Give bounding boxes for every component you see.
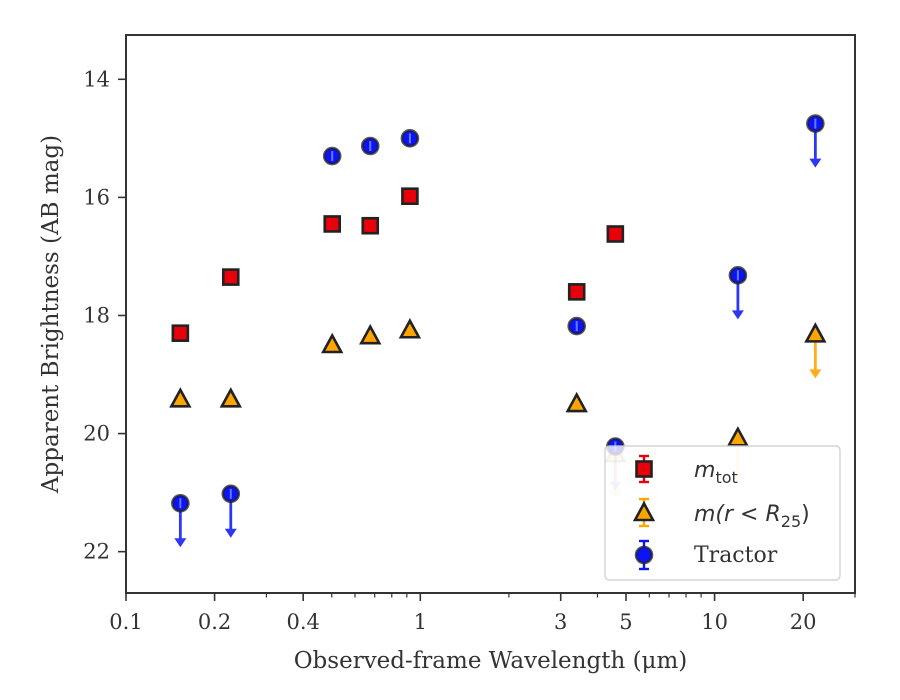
legend: mtot m(r < R25) Tractor bbox=[604, 445, 841, 581]
aperture-point bbox=[169, 387, 192, 408]
aperture-point bbox=[321, 332, 344, 354]
aperture-point bbox=[804, 322, 827, 343]
mtot-point bbox=[606, 225, 625, 243]
limit-arrow-head bbox=[809, 369, 822, 379]
legend-mr-marker bbox=[632, 500, 656, 522]
legend-label-mtot-base: m bbox=[694, 458, 715, 483]
aperture-point bbox=[398, 318, 422, 339]
y-tick-label: 18 bbox=[83, 303, 110, 327]
plot-frame bbox=[125, 34, 856, 594]
x-tick-label: 10 bbox=[701, 610, 728, 634]
legend-label-mr: m(r < R25) bbox=[694, 502, 810, 531]
mtot-point bbox=[567, 283, 586, 301]
aperture-point bbox=[565, 391, 588, 413]
limit-arrow-head bbox=[731, 310, 744, 320]
legend-label-mr-close: ) bbox=[801, 502, 810, 527]
legend-frame bbox=[604, 445, 841, 581]
x-tick-label: 0.2 bbox=[198, 610, 231, 634]
x-tick-label: 0.1 bbox=[109, 610, 142, 634]
aperture-point bbox=[726, 426, 750, 447]
x-tick-label: 5 bbox=[619, 610, 632, 634]
mtot-point bbox=[323, 215, 342, 233]
y-tick-label: 20 bbox=[83, 422, 110, 446]
mtot-point bbox=[171, 324, 190, 342]
x-tick-label: 0.4 bbox=[286, 610, 319, 634]
legend-label-mtot-sub: tot bbox=[715, 468, 737, 487]
legend-label-mtot: mtot bbox=[694, 458, 738, 487]
aperture-point bbox=[359, 323, 382, 345]
y-axis-label: Apparent Brightness (AB mag) bbox=[38, 135, 64, 494]
mtot-point bbox=[401, 187, 419, 205]
x-axis-label: Observed-frame Wavelength (μm) bbox=[294, 648, 688, 674]
mtot-point bbox=[361, 216, 380, 235]
y-tick-label: 16 bbox=[83, 185, 110, 209]
y-tick-label: 14 bbox=[83, 67, 110, 91]
x-tick-label: 3 bbox=[554, 610, 567, 634]
legend-tractor-marker bbox=[634, 545, 654, 565]
limit-arrow-head bbox=[809, 158, 822, 168]
legend-handles bbox=[632, 454, 656, 571]
legend-mtot-marker bbox=[635, 460, 653, 478]
axis-ticks: 0.1 0.2 0.4 1 3 5 10 20 14 16 18 20 22 bbox=[83, 67, 856, 634]
limit-arrow-head bbox=[174, 538, 187, 548]
x-tick-label: 20 bbox=[790, 610, 817, 634]
legend-label-tractor: Tractor bbox=[694, 543, 778, 568]
aperture-point bbox=[219, 387, 242, 408]
legend-label-mr-sub: 25 bbox=[781, 512, 801, 531]
y-tick-label: 22 bbox=[83, 540, 110, 564]
x-tick-label: 1 bbox=[414, 610, 427, 634]
mtot-point bbox=[221, 268, 240, 286]
limit-arrow-head bbox=[224, 528, 237, 538]
legend-label-mr-base: m(r < R bbox=[694, 502, 781, 527]
